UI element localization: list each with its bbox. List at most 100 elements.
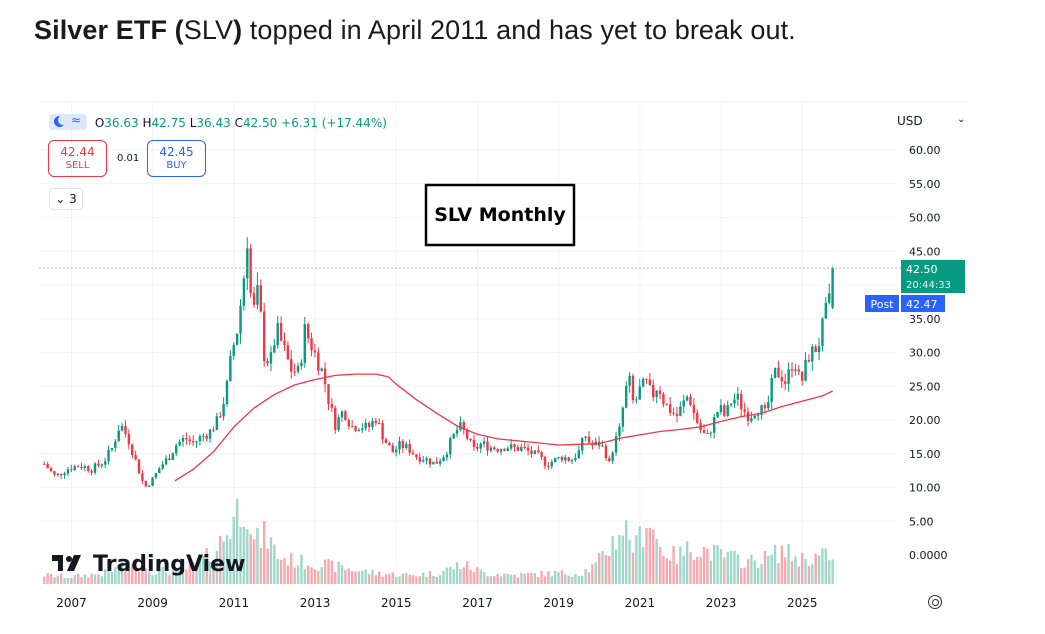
- candle-body: [364, 422, 367, 429]
- volume-bar: [455, 562, 459, 584]
- volume-bar: [188, 562, 191, 584]
- volume-bar: [306, 565, 310, 584]
- volume-bar: [679, 546, 682, 584]
- wave-icon: ≈: [71, 113, 82, 127]
- volume-bar: [87, 577, 90, 584]
- volume-bar: [357, 571, 361, 584]
- volume-bar: [784, 557, 787, 584]
- tradingview-logo-icon: [52, 555, 81, 571]
- candle-body: [168, 458, 171, 460]
- volume-bar: [824, 548, 828, 584]
- volume-bar: [378, 571, 381, 584]
- candle-body: [232, 344, 235, 356]
- volume-bar: [543, 576, 547, 584]
- candle-body: [175, 445, 178, 454]
- sell-button[interactable]: 42.44 SELL: [48, 140, 107, 177]
- candle-body: [107, 450, 110, 462]
- chart-title: SLV Monthly: [434, 204, 566, 226]
- volume-bar: [73, 575, 76, 584]
- ohlc-legend: ≈ O36.63 H42.75 L36.43 C42.50 +6.31 (+17…: [49, 113, 387, 130]
- session-toggle-icons[interactable]: ≈: [49, 113, 87, 130]
- volume-bar: [814, 553, 817, 584]
- volume-bar: [391, 572, 394, 584]
- headline: Silver ETF (SLV) topped in April 2011 an…: [34, 12, 796, 48]
- volume-bar: [361, 570, 364, 584]
- price-tag-value: 42.50: [906, 263, 938, 276]
- volume-bar: [712, 544, 716, 584]
- candle-body: [212, 429, 215, 431]
- candle-body: [641, 378, 645, 387]
- candle-body: [550, 461, 553, 467]
- volume-bar: [746, 559, 750, 584]
- x-tick-label: 2019: [543, 596, 574, 610]
- candle-body: [178, 441, 181, 446]
- x-tick-label: 2015: [381, 596, 412, 610]
- candle-body: [777, 367, 780, 378]
- volume-bar: [760, 564, 763, 584]
- candle-body: [249, 248, 252, 294]
- volume-bar: [513, 574, 516, 584]
- volume-bar: [340, 565, 344, 584]
- candle-body: [499, 449, 503, 452]
- volume-bar: [53, 577, 56, 584]
- candle-body: [205, 435, 208, 439]
- candle-body: [394, 449, 398, 453]
- candle-body: [80, 466, 83, 468]
- volume-bar: [158, 568, 161, 584]
- chart-canvas[interactable]: 0.0000 5.00 10.00 15.00 20.00 25.00 30.00 35.00…: [39, 102, 968, 612]
- volume-bar: [652, 529, 655, 584]
- candle-body: [158, 468, 161, 474]
- candle-body: [303, 324, 306, 363]
- candle-body: [327, 384, 330, 404]
- volume-bar: [364, 569, 367, 584]
- candle-body: [401, 441, 405, 448]
- buy-button[interactable]: 42.45 BUY: [147, 140, 206, 177]
- volume-bar: [46, 573, 49, 584]
- candle-body: [337, 417, 340, 430]
- candle-body: [655, 390, 658, 397]
- volume-bar: [442, 570, 445, 584]
- volume-bar: [367, 574, 371, 584]
- volume-bar: [557, 572, 560, 584]
- candle-body: [696, 412, 699, 423]
- candle-body: [137, 459, 141, 474]
- candle-body: [648, 379, 652, 385]
- currency-select[interactable]: USD ⌄: [897, 114, 967, 132]
- volume-bar: [438, 575, 442, 584]
- volume-bar: [668, 560, 672, 584]
- volume-bar: [665, 558, 669, 584]
- x-tick-label: 2011: [219, 596, 250, 610]
- settings-icon[interactable]: [928, 595, 942, 609]
- grid-lines: [39, 102, 897, 584]
- candle-body: [269, 352, 273, 364]
- candle-body: [120, 426, 124, 431]
- moon-icon: [54, 115, 68, 127]
- indicators-collapse-button[interactable]: ⌄ 3: [49, 188, 83, 210]
- candle-body: [804, 360, 807, 381]
- candle-body: [296, 366, 300, 372]
- volume-bar: [117, 569, 120, 584]
- candle-body: [93, 463, 97, 473]
- candle-body: [242, 278, 246, 306]
- candle-body: [191, 440, 195, 443]
- low-value: 36.43: [196, 116, 231, 130]
- volume-bar: [790, 561, 794, 584]
- volume-bar: [141, 571, 144, 584]
- volume-bar: [787, 543, 790, 584]
- volume-bar: [567, 575, 570, 584]
- volume-bar: [384, 574, 388, 584]
- candle-body: [100, 464, 103, 466]
- candle-body: [141, 473, 144, 481]
- buy-price: 42.45: [159, 145, 194, 159]
- volume-bar: [422, 572, 425, 584]
- volume-bar: [293, 567, 296, 584]
- candle-body: [723, 405, 726, 416]
- volume-bar: [225, 535, 229, 584]
- candle-body: [652, 384, 655, 397]
- candle-body: [198, 436, 202, 442]
- candle-body: [824, 302, 828, 319]
- candle-body: [235, 333, 239, 345]
- volume-bar: [723, 557, 726, 584]
- y-tick-label: 50.00: [909, 212, 941, 225]
- chart-panel[interactable]: 0.0000 5.00 10.00 15.00 20.00 25.00 30.00 35.00…: [39, 101, 968, 612]
